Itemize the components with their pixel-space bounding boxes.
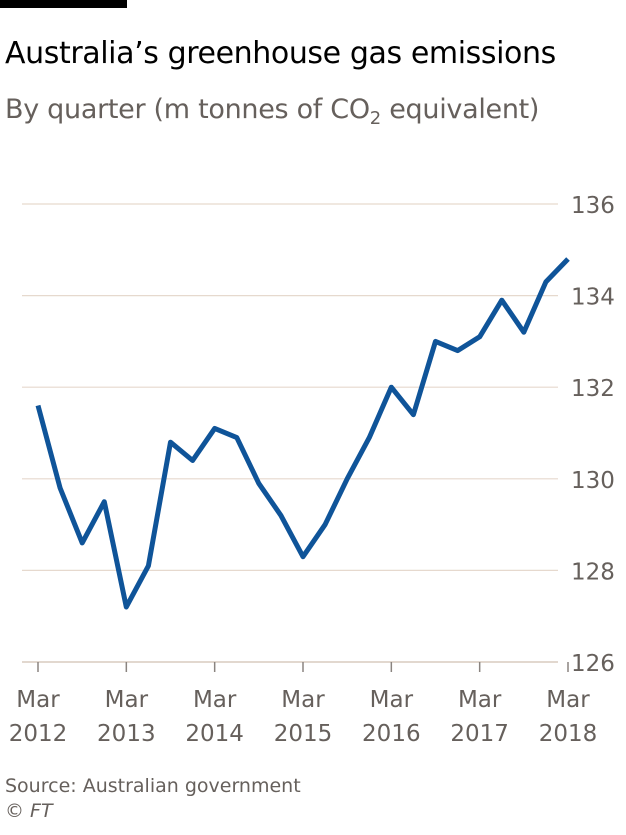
source-note: Source: Australian government	[5, 775, 301, 797]
top-rule	[0, 0, 127, 8]
x-axis: Mar 2012 Mar 2013 Mar 2014 Mar 2015 Mar 2016 Mar 20…	[9, 662, 598, 747]
series-line-0	[35, 257, 570, 610]
y-tick-label: 134	[571, 285, 615, 311]
y-axis: 126 128 130 132 134 136	[571, 193, 615, 677]
credit-note: © FT	[5, 799, 53, 823]
line-chart: Mar 2012 Mar 2013 Mar 2014 Mar 2015 Mar 2016 Mar 20…	[9, 193, 615, 747]
x-tick-label-month: Mar	[546, 687, 590, 713]
subtitle-subscript: 2	[369, 108, 381, 129]
x-tick-label-year: 2016	[362, 721, 421, 747]
chart-title: Australia’s greenhouse gas emissions	[5, 36, 556, 71]
x-tick-label-month: Mar	[458, 687, 502, 713]
grid-lines	[22, 203, 558, 663]
chart-subtitle: By quarter (m tonnes of CO2 equivalent)	[5, 92, 539, 128]
y-tick-label: 130	[571, 468, 615, 494]
y-tick-label: 128	[571, 559, 615, 585]
x-tick-label-month: Mar	[281, 687, 325, 713]
x-tick-label-year: 2013	[97, 721, 156, 747]
x-tick-label-month: Mar	[105, 687, 149, 713]
y-tick-label: 136	[571, 193, 615, 219]
x-tick-label-year: 2014	[185, 721, 244, 747]
credit-name: FT	[30, 800, 53, 822]
subtitle-text-end: equivalent)	[380, 94, 540, 125]
y-tick-label: 132	[571, 376, 615, 402]
x-tick-label-year: 2018	[539, 721, 598, 747]
x-tick-label-year: 2015	[274, 721, 333, 747]
x-tick-label-month: Mar	[16, 687, 60, 713]
x-tick-label-year: 2012	[9, 721, 68, 747]
y-tick-label: 126	[571, 651, 615, 677]
x-tick-label-month: Mar	[370, 687, 414, 713]
subtitle-text: By quarter (m tonnes of CO	[5, 94, 370, 125]
copyright-symbol: ©	[5, 800, 24, 822]
x-tick-label-month: Mar	[193, 687, 237, 713]
series-layer	[35, 257, 570, 610]
x-tick-label-year: 2017	[450, 721, 509, 747]
